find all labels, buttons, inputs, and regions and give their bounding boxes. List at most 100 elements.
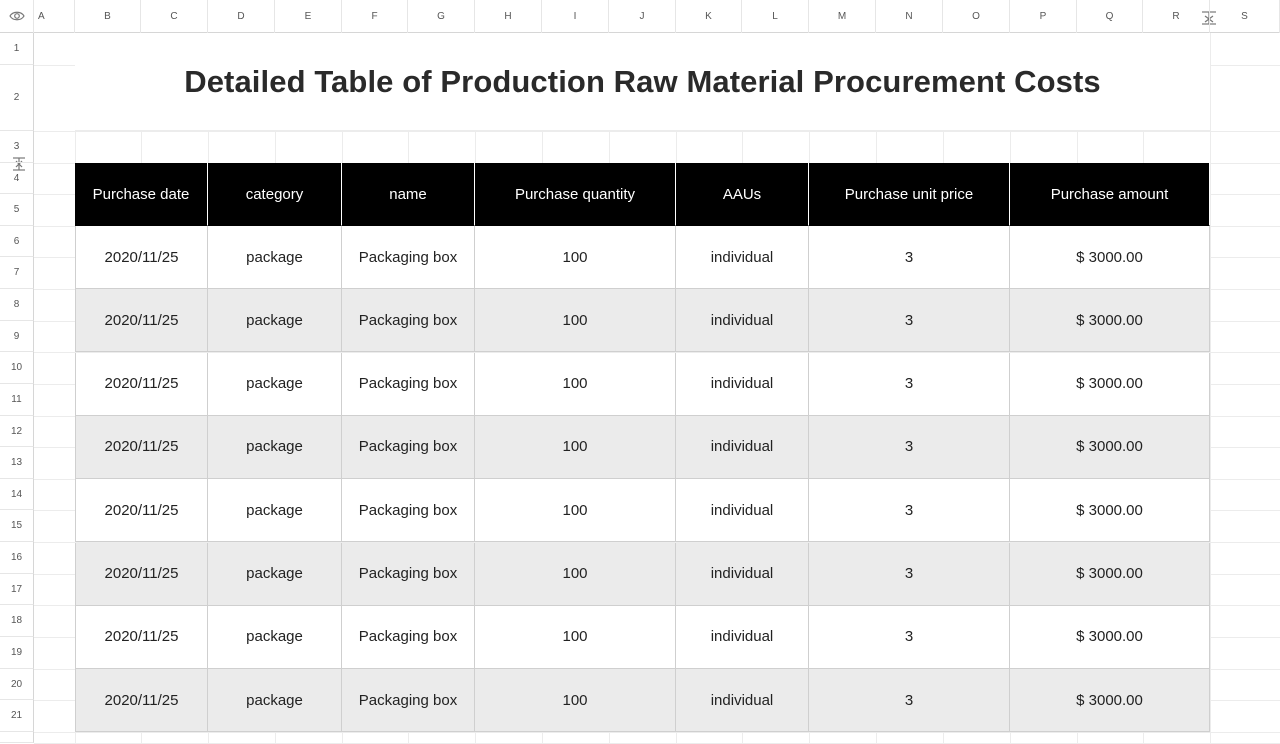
row-header-18[interactable]: 18 bbox=[0, 605, 34, 637]
column-header-e[interactable]: E bbox=[275, 0, 342, 33]
table-cell[interactable]: individual bbox=[676, 226, 809, 289]
table-cell[interactable]: individual bbox=[676, 479, 809, 543]
row-header-14[interactable]: 14 bbox=[0, 479, 34, 510]
column-header-f[interactable]: F bbox=[342, 0, 408, 33]
table-cell[interactable]: 2020/11/25 bbox=[75, 605, 208, 669]
table-cell[interactable]: Packaging box bbox=[342, 226, 475, 289]
row-header-11[interactable]: 11 bbox=[0, 384, 34, 416]
column-header-g[interactable]: G bbox=[408, 0, 475, 33]
table-cell[interactable]: package bbox=[208, 542, 342, 606]
table-cell[interactable]: 100 bbox=[475, 605, 676, 669]
table-cell[interactable]: 3 bbox=[809, 289, 1010, 353]
table-cell[interactable]: package bbox=[208, 479, 342, 543]
table-cell[interactable]: package bbox=[208, 289, 342, 353]
row-header-19[interactable]: 19 bbox=[0, 637, 34, 669]
table-cell[interactable]: $ 3000.00 bbox=[1010, 479, 1210, 543]
row-header-2[interactable]: 2 bbox=[0, 65, 34, 131]
column-header-m[interactable]: M bbox=[809, 0, 876, 33]
table-cell[interactable]: package bbox=[208, 605, 342, 669]
table-cell[interactable]: $ 3000.00 bbox=[1010, 352, 1210, 416]
row-header-6[interactable]: 6 bbox=[0, 226, 34, 257]
table-cell[interactable]: 2020/11/25 bbox=[75, 289, 208, 353]
table-header-cell[interactable]: Purchase quantity bbox=[475, 163, 676, 226]
table-cell[interactable]: Packaging box bbox=[342, 479, 475, 543]
table-cell[interactable]: $ 3000.00 bbox=[1010, 669, 1210, 733]
table-cell[interactable]: individual bbox=[676, 415, 809, 479]
table-cell[interactable]: $ 3000.00 bbox=[1010, 226, 1210, 289]
table-cell[interactable]: 2020/11/25 bbox=[75, 352, 208, 416]
table-cell[interactable]: 3 bbox=[809, 226, 1010, 289]
table-cell[interactable]: 2020/11/25 bbox=[75, 542, 208, 606]
table-cell[interactable]: 100 bbox=[475, 415, 676, 479]
table-cell[interactable]: package bbox=[208, 415, 342, 479]
table-cell[interactable]: 3 bbox=[809, 415, 1010, 479]
table-cell[interactable]: 100 bbox=[475, 226, 676, 289]
table-cell[interactable]: 100 bbox=[475, 352, 676, 416]
table-cell[interactable]: 100 bbox=[475, 669, 676, 733]
table-cell[interactable]: Packaging box bbox=[342, 352, 475, 416]
table-cell[interactable]: $ 3000.00 bbox=[1010, 542, 1210, 606]
table-header-cell[interactable]: AAUs bbox=[676, 163, 809, 226]
table-cell[interactable]: 2020/11/25 bbox=[75, 415, 208, 479]
table-cell[interactable]: individual bbox=[676, 542, 809, 606]
column-header-r[interactable]: R bbox=[1143, 0, 1210, 33]
row-header-21[interactable]: 21 bbox=[0, 700, 34, 732]
table-cell[interactable]: 2020/11/25 bbox=[75, 226, 208, 289]
table-cell[interactable]: 2020/11/25 bbox=[75, 479, 208, 543]
table-cell[interactable]: package bbox=[208, 669, 342, 733]
table-cell[interactable]: 3 bbox=[809, 669, 1010, 733]
table-cell[interactable]: package bbox=[208, 352, 342, 416]
eye-icon[interactable] bbox=[9, 10, 25, 22]
column-header-l[interactable]: L bbox=[742, 0, 809, 33]
row-header-12[interactable]: 12 bbox=[0, 416, 34, 447]
table-cell[interactable]: 3 bbox=[809, 542, 1010, 606]
row-header-4[interactable]: 4 bbox=[0, 163, 34, 194]
column-header-a[interactable]: A bbox=[34, 0, 75, 33]
column-header-p[interactable]: P bbox=[1010, 0, 1077, 33]
row-header-3[interactable]: 3 bbox=[0, 131, 34, 163]
table-cell[interactable]: individual bbox=[676, 289, 809, 353]
table-cell[interactable]: Packaging box bbox=[342, 605, 475, 669]
column-header-k[interactable]: K bbox=[676, 0, 742, 33]
table-cell[interactable]: individual bbox=[676, 352, 809, 416]
column-header-i[interactable]: I bbox=[542, 0, 609, 33]
row-header-1[interactable]: 1 bbox=[0, 33, 34, 65]
column-header-n[interactable]: N bbox=[876, 0, 943, 33]
table-cell[interactable]: package bbox=[208, 226, 342, 289]
table-cell[interactable]: Packaging box bbox=[342, 542, 475, 606]
column-header-d[interactable]: D bbox=[208, 0, 275, 33]
table-header-cell[interactable]: Purchase unit price bbox=[809, 163, 1010, 226]
table-cell[interactable]: $ 3000.00 bbox=[1010, 289, 1210, 353]
table-cell[interactable]: 3 bbox=[809, 352, 1010, 416]
row-header-10[interactable]: 10 bbox=[0, 352, 34, 384]
table-header-cell[interactable]: Purchase amount bbox=[1010, 163, 1210, 226]
table-cell[interactable]: 100 bbox=[475, 289, 676, 353]
row-header-15[interactable]: 15 bbox=[0, 510, 34, 542]
column-header-c[interactable]: C bbox=[141, 0, 208, 33]
select-all-corner[interactable] bbox=[0, 0, 34, 33]
row-header-next[interactable] bbox=[0, 732, 34, 743]
row-header-8[interactable]: 8 bbox=[0, 289, 34, 321]
column-header-h[interactable]: H bbox=[475, 0, 542, 33]
table-cell[interactable]: $ 3000.00 bbox=[1010, 415, 1210, 479]
column-header-o[interactable]: O bbox=[943, 0, 1010, 33]
row-header-17[interactable]: 17 bbox=[0, 574, 34, 605]
table-cell[interactable]: Packaging box bbox=[342, 415, 475, 479]
column-header-j[interactable]: J bbox=[609, 0, 676, 33]
table-cell[interactable]: 3 bbox=[809, 605, 1010, 669]
table-header-cell[interactable]: category bbox=[208, 163, 342, 226]
table-cell[interactable]: individual bbox=[676, 605, 809, 669]
table-header-cell[interactable]: name bbox=[342, 163, 475, 226]
column-header-q[interactable]: Q bbox=[1077, 0, 1143, 33]
column-header-b[interactable]: B bbox=[75, 0, 141, 33]
table-cell[interactable]: 3 bbox=[809, 479, 1010, 543]
row-header-20[interactable]: 20 bbox=[0, 669, 34, 700]
table-cell[interactable]: 100 bbox=[475, 479, 676, 543]
row-header-5[interactable]: 5 bbox=[0, 194, 34, 226]
table-header-cell[interactable]: Purchase date bbox=[75, 163, 208, 226]
column-header-s[interactable]: S bbox=[1210, 0, 1280, 33]
row-header-13[interactable]: 13 bbox=[0, 447, 34, 479]
table-cell[interactable]: $ 3000.00 bbox=[1010, 605, 1210, 669]
row-header-7[interactable]: 7 bbox=[0, 257, 34, 289]
table-cell[interactable]: individual bbox=[676, 669, 809, 733]
